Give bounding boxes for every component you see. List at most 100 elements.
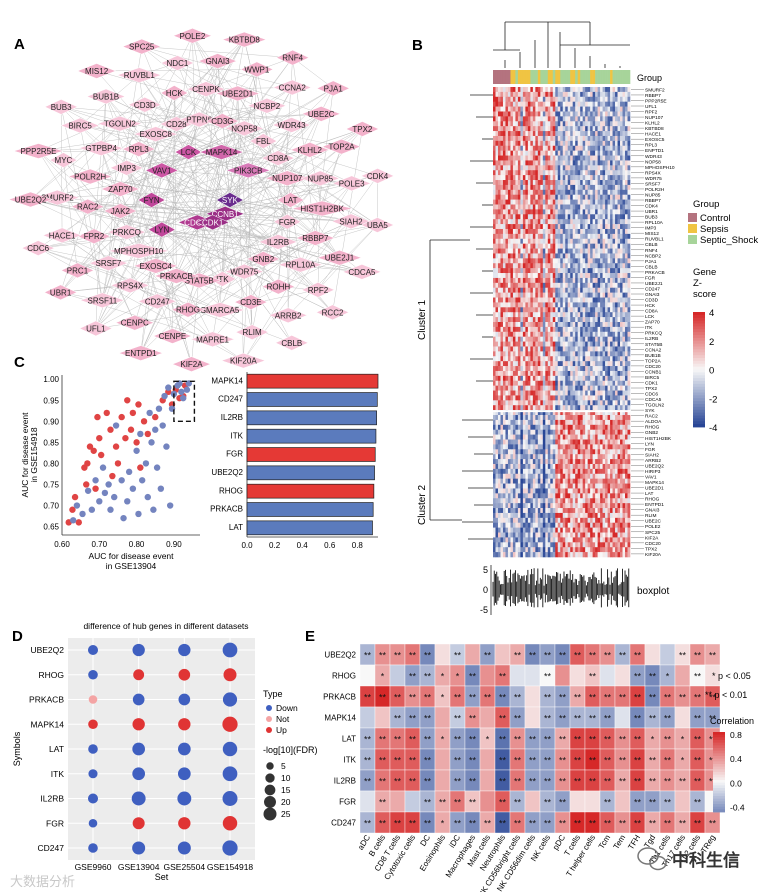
heatmap-cell	[625, 410, 628, 416]
heatmap-cell	[572, 395, 576, 401]
heatmap-cell	[592, 155, 596, 161]
heatmap-cell	[537, 189, 541, 196]
heatmap-cell	[620, 96, 623, 102]
heatmap-cell	[572, 410, 576, 416]
heatmap-cell	[592, 277, 596, 284]
heatmap-cell	[530, 121, 534, 127]
heatmap-cell	[510, 322, 514, 328]
network-node	[271, 117, 312, 133]
heatmap-cell	[517, 248, 521, 254]
heatmap-cell	[575, 253, 578, 259]
heatmap-cell	[502, 346, 506, 352]
heatmap-cell	[555, 395, 559, 401]
heatmap-cell	[567, 287, 571, 293]
heatmap-cell	[552, 165, 556, 171]
heatmap-cell	[590, 346, 593, 352]
heatmap-cell	[620, 297, 623, 303]
heatmap-cell	[525, 131, 529, 137]
heatmap-cell	[610, 228, 613, 235]
heatmap-cell	[572, 273, 576, 279]
heatmap-cell	[510, 243, 514, 249]
heatmap-cell	[500, 165, 504, 171]
heatmap-cell	[550, 356, 554, 362]
heatmap-cell	[605, 390, 608, 396]
heatmap-cell	[493, 282, 496, 289]
heatmap-cell	[562, 253, 566, 259]
heatmap-cell	[542, 424, 546, 431]
heatmap-cell	[570, 214, 574, 220]
heatmap-cell	[537, 121, 541, 127]
heatmap-cell	[587, 317, 591, 323]
heatmap-cell	[545, 331, 549, 337]
heatmap-cell	[627, 199, 631, 205]
heatmap-cell	[552, 331, 556, 337]
heatmap-cell	[540, 258, 544, 264]
heatmap-cell	[545, 224, 549, 230]
heatmap-cell	[535, 405, 539, 411]
heatmap-cell	[550, 292, 554, 298]
heatmap-cell	[602, 317, 606, 323]
heatmap-cell	[550, 463, 554, 470]
network-node-label: IL2RB	[267, 238, 289, 247]
heatmap-cell	[540, 366, 544, 372]
network-node-label: ROHH	[267, 283, 291, 292]
heatmap-cell	[600, 87, 603, 93]
heatmap-cell	[600, 111, 603, 117]
heatmap-cell	[560, 390, 564, 396]
heatmap-cell	[525, 238, 529, 244]
network-edge	[90, 151, 222, 177]
heatmap-cell	[517, 204, 521, 210]
heatmap-cell	[542, 341, 546, 347]
heatmap-cell	[537, 273, 541, 279]
heatmap-cell	[517, 307, 521, 313]
heatmap-cell	[512, 126, 516, 132]
heatmap-cell	[510, 209, 514, 215]
network-node	[221, 31, 267, 48]
heatmap-cell	[605, 135, 608, 142]
heatmap-cell	[580, 273, 583, 279]
heatmap-cell	[607, 145, 611, 151]
heatmap-cell	[537, 366, 541, 372]
heatmap-cell	[500, 375, 504, 382]
heatmap-cell	[620, 165, 623, 171]
heatmap-cell	[577, 429, 581, 435]
heatmap-cell	[595, 238, 598, 244]
heatmap-cell	[502, 268, 506, 274]
heatmap-cell	[557, 439, 561, 445]
heatmap-cell	[495, 150, 499, 156]
panel-e-label: E	[305, 628, 315, 645]
heatmap-cell	[537, 297, 541, 303]
heatmap-cell	[535, 160, 539, 166]
network-node	[49, 152, 78, 168]
heatmap-cell	[547, 356, 551, 362]
heatmap-cell	[542, 135, 546, 142]
heatmap-cell	[607, 126, 611, 132]
network-node-label: CD3E	[240, 298, 261, 307]
heatmap-cell	[532, 346, 536, 352]
heatmap-cell	[512, 238, 516, 244]
heatmap-cell	[587, 336, 591, 342]
heatmap-cell	[500, 233, 504, 240]
heatmap-cell	[605, 400, 608, 406]
heatmap-cell	[590, 126, 593, 132]
heatmap-cell	[493, 165, 496, 171]
heatmap-cell	[575, 434, 578, 440]
heatmap-cell	[522, 209, 526, 215]
heatmap-cell	[510, 297, 514, 303]
network-node	[215, 85, 261, 102]
heatmap-cell	[567, 170, 571, 176]
heatmap-cell	[515, 170, 519, 176]
heatmap-cell	[522, 238, 526, 244]
heatmap-cell	[565, 111, 569, 117]
heatmap-cell	[527, 180, 531, 186]
heatmap-cell	[605, 444, 608, 450]
heatmap-cell	[515, 155, 519, 161]
heatmap-cell	[525, 297, 529, 303]
heatmap-cell	[620, 219, 623, 225]
heatmap-cell	[597, 96, 601, 102]
network-node	[137, 293, 177, 310]
heatmap-cell	[612, 121, 616, 127]
heatmap-cell	[515, 131, 519, 137]
heatmap-cell	[542, 243, 546, 249]
heatmap-cell	[550, 131, 554, 137]
